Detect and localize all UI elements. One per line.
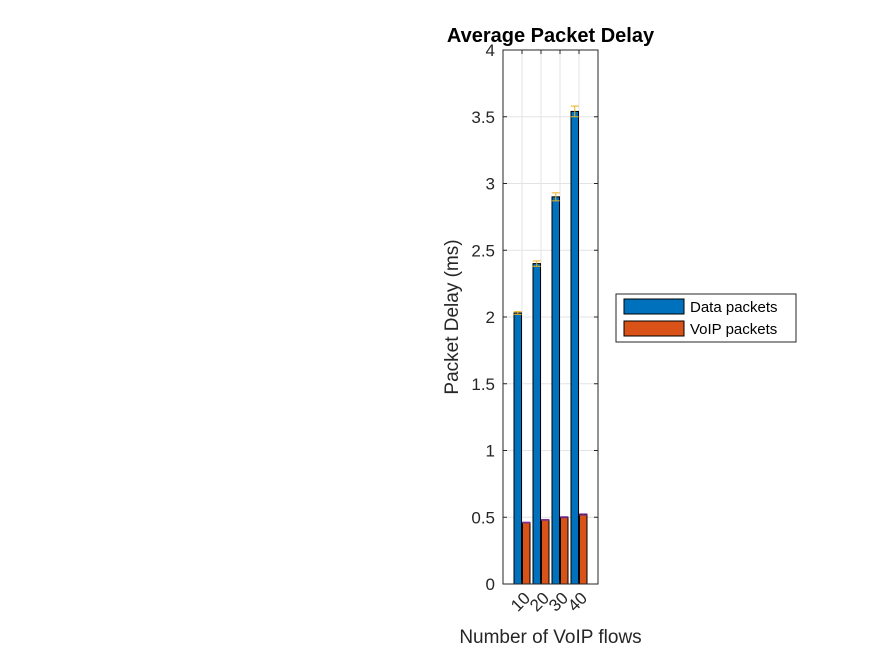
y-tick-label: 0.5 <box>471 508 495 527</box>
bar-voip-20 <box>541 519 550 585</box>
legend-label-voip-packets: VoIP packets <box>690 321 777 338</box>
y-tick-label: 3.5 <box>471 108 495 127</box>
bar-data-20 <box>532 263 541 585</box>
y-tick-label: 0 <box>486 575 495 594</box>
y-tick-label: 1.5 <box>471 375 495 394</box>
y-tick-labels: 0 0.5 1 1.5 2 2.5 3 3.5 4 <box>471 41 495 594</box>
bars <box>513 105 588 585</box>
chart-title: Average Packet Delay <box>447 25 655 47</box>
bar-voip-30 <box>560 516 569 585</box>
bar-data-40 <box>570 110 579 585</box>
x-axis-label: Number of VoIP flows <box>459 627 641 648</box>
y-tick-label: 2.5 <box>471 241 495 260</box>
legend-label-data-packets: Data packets <box>690 299 778 316</box>
y-tick-label: 2 <box>486 308 495 327</box>
bar-voip-40 <box>579 514 588 585</box>
y-tick-label: 4 <box>486 41 495 60</box>
y-tick-label: 3 <box>486 175 495 194</box>
bar-data-30 <box>551 196 560 585</box>
legend-swatch-data-packets <box>623 298 685 315</box>
y-axis-label: Packet Delay (ms) <box>442 239 463 394</box>
legend-swatch-voip-packets <box>623 320 685 337</box>
bar-data-10 <box>513 312 522 585</box>
x-tick-label: 40 <box>564 589 591 616</box>
bar-voip-10 <box>522 522 531 585</box>
legend: Data packets VoIP packets <box>615 293 797 343</box>
y-tick-label: 1 <box>486 442 495 461</box>
axes <box>502 49 599 585</box>
